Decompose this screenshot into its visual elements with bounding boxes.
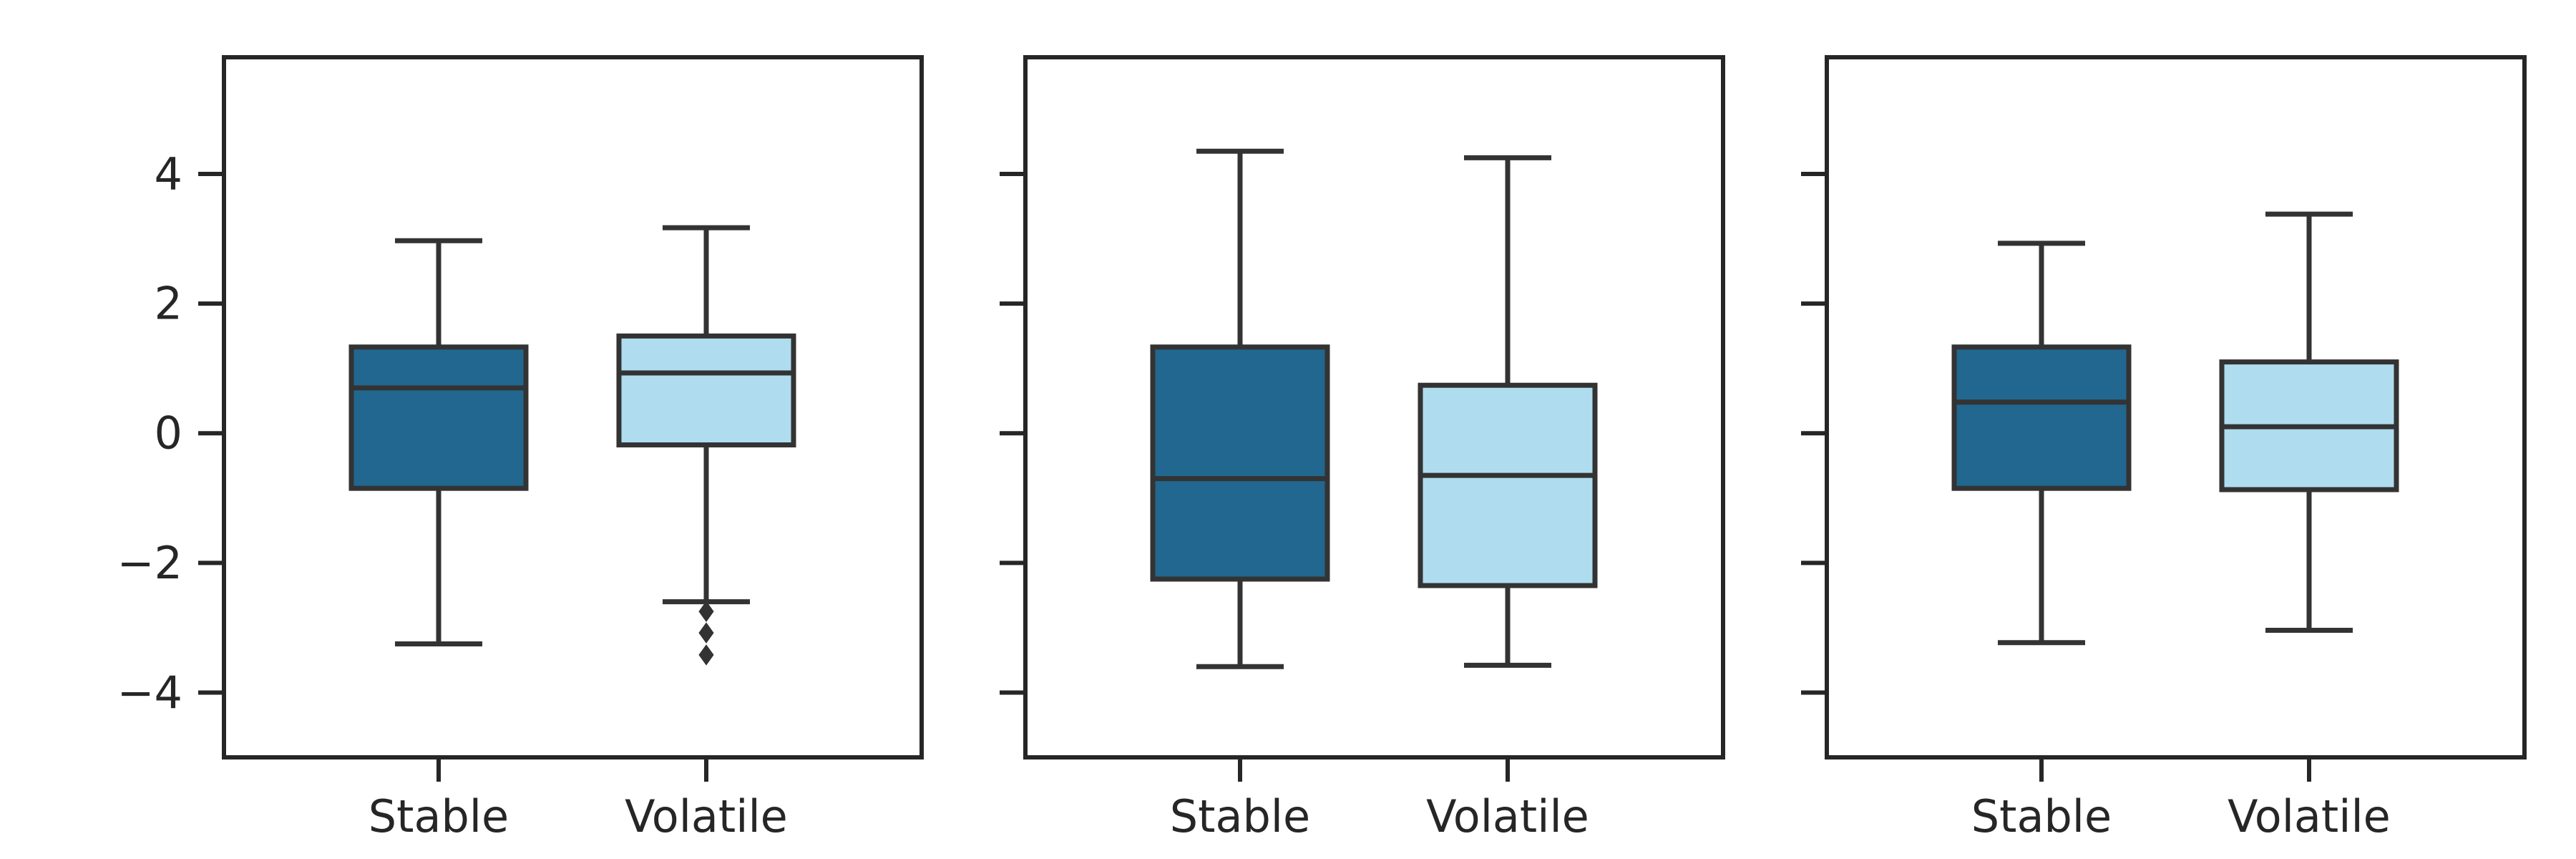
outlier-point [698, 622, 714, 644]
box-volatile-panel-3 [2219, 211, 2399, 634]
x-tick-label: Stable [369, 790, 509, 843]
iqr-box [616, 333, 796, 448]
panel-3: Stable Volatile [1801, 55, 2527, 843]
box-volatile-panel-1 [616, 225, 796, 666]
panel-1: 4 2 0 −2 −4 Stable Volatile [117, 55, 924, 843]
panel-frame [1825, 55, 2527, 759]
iqr-box [1150, 344, 1330, 582]
x-tick-label: Volatile [625, 790, 788, 843]
y-tick-label: −2 [117, 537, 182, 589]
box-stable-panel-2 [1150, 148, 1330, 669]
iqr-box [1951, 344, 2132, 491]
x-tick-label: Volatile [1426, 790, 1589, 843]
x-tick-label: Stable [1971, 790, 2112, 843]
outlier-point [698, 644, 714, 666]
y-tick-label: 2 [155, 278, 182, 330]
box-stable-panel-3 [1951, 241, 2132, 646]
panel-frame [1023, 55, 1725, 759]
y-tick-label: 0 [155, 407, 182, 460]
x-tick-label: Volatile [2228, 790, 2391, 843]
x-tick-label: Stable [1170, 790, 1310, 843]
y-tick-label: 4 [155, 148, 182, 200]
panel-frame [222, 55, 924, 759]
iqr-box [348, 344, 529, 491]
iqr-box [1418, 382, 1598, 588]
box-stable-panel-1 [348, 238, 529, 647]
panel-2: Stable Volatile [1000, 55, 1725, 843]
box-volatile-panel-2 [1418, 155, 1598, 668]
y-tick-label: −4 [117, 666, 182, 719]
outlier-point [698, 601, 714, 622]
